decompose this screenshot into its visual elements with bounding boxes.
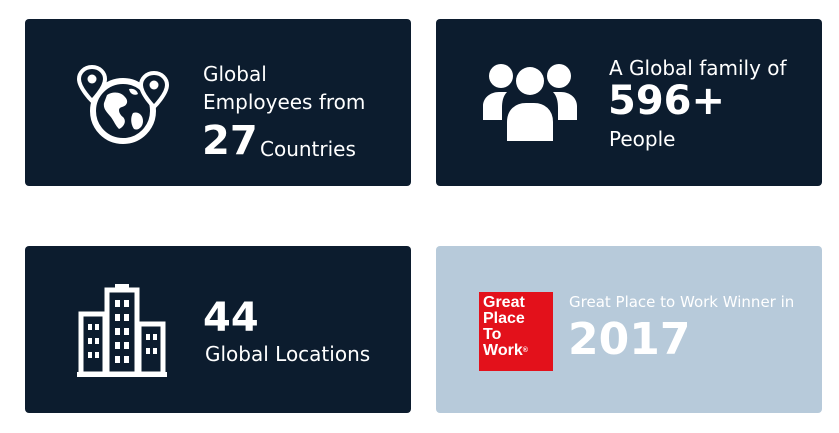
globe-with-pins-icon — [77, 64, 169, 144]
family-line-1: A Global family of — [609, 56, 787, 80]
family-line-3: People — [609, 127, 676, 151]
locations-label: Global Locations — [205, 342, 371, 366]
locations-count: 44 — [203, 295, 259, 341]
people-group-icon — [483, 64, 577, 143]
gptw-year: 2017 — [568, 314, 691, 365]
employees-stat-card: Global Employees from 27 Countries — [25, 19, 411, 186]
gptw-logo-badge: Great Place To Work® — [479, 292, 553, 371]
employees-line-2: Employees from — [203, 90, 366, 114]
office-building-icon — [77, 284, 167, 377]
employees-line-1: Global — [203, 62, 267, 86]
family-stat-card: A Global family of 596+ People — [436, 19, 822, 186]
gptw-registered-mark: ® — [522, 347, 528, 354]
employees-country-count: 27 — [202, 118, 258, 164]
gptw-badge-line-2: Place — [483, 310, 525, 327]
gptw-badge-line-1: Great — [483, 294, 525, 311]
gptw-badge-line-3: To — [483, 326, 502, 343]
gptw-badge-work: Work — [483, 342, 523, 359]
gptw-badge-line-4: Work® — [483, 343, 553, 359]
family-people-count: 596+ — [608, 78, 726, 124]
locations-stat-card: 44 Global Locations — [25, 246, 411, 413]
employees-countries-label: Countries — [260, 137, 356, 161]
gptw-award-card: Great Place To Work® Great Place to Work… — [436, 246, 822, 413]
gptw-caption: Great Place to Work Winner in — [569, 293, 795, 311]
